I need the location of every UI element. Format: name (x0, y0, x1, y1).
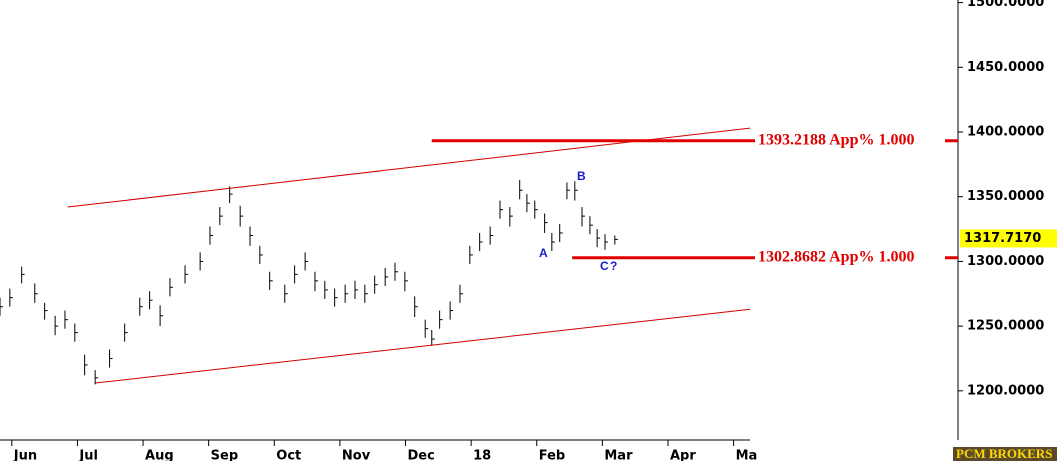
wave-label: C (600, 259, 609, 273)
y-tick-label: 1450.0000 (967, 60, 1044, 75)
y-tick-label: 1200.0000 (967, 383, 1044, 398)
wave-label: B (577, 169, 586, 183)
y-tick-label: 1500.0000 (967, 0, 1044, 10)
x-tick-label: Ma (736, 449, 758, 461)
x-tick-label: Oct (276, 449, 301, 461)
wave-label: A (539, 246, 548, 260)
level-label-bg (755, 130, 945, 151)
footer-label: PCM BROKERS (956, 446, 1052, 461)
wave-label: ? (610, 259, 617, 273)
y-tick-label: 1300.0000 (967, 254, 1044, 269)
level-label: 1393.2188 App% 1.000 (758, 131, 914, 148)
x-tick-label: Nov (342, 449, 371, 461)
y-tick-label: 1400.0000 (967, 125, 1044, 140)
channel-line (95, 308, 751, 384)
level-label: 1302.8682 App% 1.000 (758, 248, 914, 265)
x-tick-label: Apr (670, 449, 696, 461)
y-tick-label: 1350.0000 (967, 189, 1044, 204)
x-tick-label: Aug (145, 449, 174, 461)
footer-bg (953, 447, 1057, 461)
x-tick-label: Jul (78, 449, 98, 461)
x-tick-label: 18 (473, 449, 491, 461)
last-price-label: 1317.7170 (964, 231, 1041, 246)
x-tick-label: Jun (13, 449, 37, 461)
x-tick-label: Sep (211, 449, 239, 461)
level-label-bg (755, 247, 945, 268)
x-tick-label: Feb (539, 449, 565, 461)
y-tick-label: 1250.0000 (967, 319, 1044, 334)
last-price-box (960, 229, 1057, 248)
x-tick-label: Mar (604, 449, 633, 461)
x-tick-label: Dec (408, 449, 435, 461)
